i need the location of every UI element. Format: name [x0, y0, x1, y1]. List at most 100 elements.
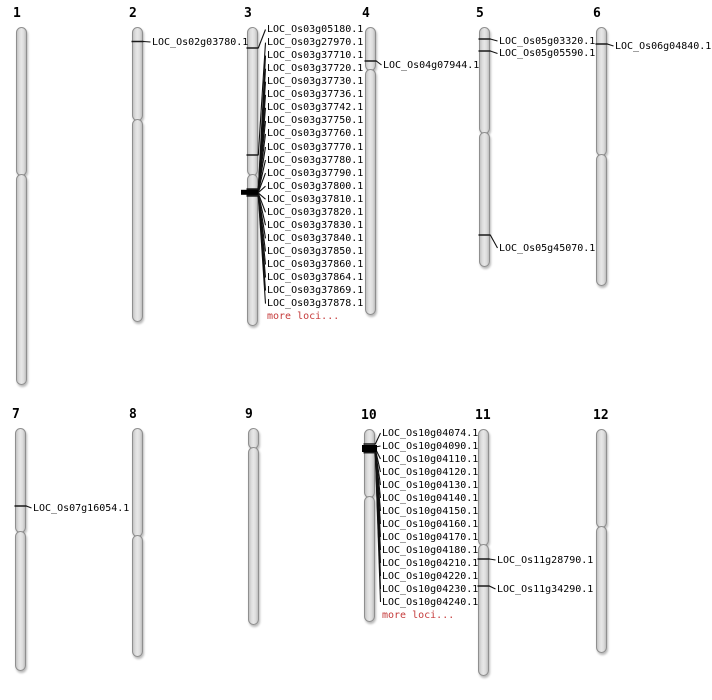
- chromosome-2-number: 2: [129, 6, 137, 21]
- locus-connector-line: [257, 107, 267, 191]
- locus-label[interactable]: LOC_Os10g04230.1: [382, 583, 479, 595]
- more-loci-link[interactable]: more loci...: [382, 609, 455, 621]
- locus-label[interactable]: LOC_Os10g04210.1: [382, 557, 479, 569]
- locus-label[interactable]: LOC_Os10g04170.1: [382, 531, 479, 543]
- locus-connector-line: [257, 193, 267, 213]
- chromosome-7-arm-upper: [15, 428, 26, 533]
- locus-label[interactable]: LOC_Os10g04140.1: [382, 492, 479, 504]
- chromosome-6-arm-lower: [596, 154, 607, 286]
- chromosome-7-arm-lower: [15, 531, 26, 671]
- locus-label[interactable]: LOC_Os11g34290.1: [497, 583, 594, 595]
- locus-connector-line: [374, 450, 382, 512]
- chromosome-10-number: 10: [361, 408, 377, 423]
- locus-connector-line: [489, 585, 496, 590]
- locus-label[interactable]: LOC_Os03g05180.1: [267, 24, 364, 35]
- locus-connector-line: [607, 43, 614, 47]
- chromosome-1-arm-upper: [16, 27, 27, 176]
- locus-connector-line: [374, 451, 382, 538]
- locus-connector-line: [257, 194, 267, 265]
- locus-label[interactable]: LOC_Os03g37780.1: [267, 154, 364, 166]
- locus-label[interactable]: LOC_Os03g37770.1: [267, 141, 364, 153]
- locus-label[interactable]: LOC_Os03g37736.1: [267, 89, 364, 101]
- locus-label[interactable]: LOC_Os03g37742.1: [267, 102, 364, 114]
- locus-label[interactable]: LOC_Os03g37830.1: [267, 219, 364, 231]
- locus-connector-line: [257, 29, 267, 49]
- locus-connector-line: [374, 448, 381, 460]
- locus-label[interactable]: LOC_Os03g37710.1: [267, 50, 364, 62]
- locus-label[interactable]: LOC_Os10g04180.1: [382, 544, 479, 556]
- locus-connector-line: [257, 120, 267, 192]
- locus-connector-line: [375, 445, 381, 448]
- locus-label[interactable]: LOC_Os03g37810.1: [267, 193, 364, 205]
- locus-connector-line: [257, 94, 267, 191]
- locus-connector-line: [374, 432, 381, 445]
- locus-label[interactable]: LOC_Os10g04160.1: [382, 518, 479, 530]
- locus-label[interactable]: LOC_Os03g37720.1: [267, 63, 364, 75]
- locus-label[interactable]: LOC_Os03g37860.1: [267, 259, 364, 270]
- locus-label[interactable]: LOC_Os10g04220.1: [382, 570, 479, 582]
- chromosome-4-arm-upper: [365, 27, 376, 71]
- chromosome-4-number: 4: [362, 6, 370, 21]
- chromosome-9-arm-lower: [248, 447, 259, 625]
- locus-connector-line: [257, 68, 267, 190]
- locus-connector-line: [257, 133, 267, 192]
- locus-label[interactable]: LOC_Os03g37790.1: [267, 167, 364, 179]
- chromosome-6-number: 6: [593, 6, 601, 21]
- chromosome-6-arm-upper: [596, 27, 607, 156]
- locus-label[interactable]: LOC_Os10g04090.1: [382, 440, 479, 452]
- chromosome-12-arm-lower: [596, 526, 607, 653]
- chromosome-2-arm-upper: [132, 27, 143, 121]
- chromosome-3-number: 3: [244, 6, 252, 21]
- locus-label[interactable]: LOC_Os05g45070.1: [499, 242, 596, 254]
- locus-connector-line: [257, 194, 267, 278]
- locus-connector-line: [489, 558, 496, 561]
- locus-label[interactable]: LOC_Os03g37869.1: [267, 285, 364, 297]
- chromosome-5-number: 5: [476, 6, 484, 21]
- locus-label[interactable]: LOC_Os03g37820.1: [267, 206, 364, 218]
- chromosome-3-arm-lower: [247, 174, 258, 326]
- locus-label[interactable]: LOC_Os11g28790.1: [497, 554, 594, 566]
- chromosome-11-arm-upper: [478, 429, 489, 546]
- locus-label[interactable]: LOC_Os03g37840.1: [267, 232, 364, 244]
- chromosome-12-arm-upper: [596, 429, 607, 528]
- locus-connector-line: [257, 42, 267, 156]
- locus-label[interactable]: LOC_Os03g37730.1: [267, 76, 364, 88]
- locus-label[interactable]: LOC_Os05g03320.1: [499, 35, 596, 47]
- locus-label[interactable]: LOC_Os03g37750.1: [267, 115, 364, 127]
- locus-label[interactable]: LOC_Os03g37800.1: [267, 180, 364, 192]
- locus-connector-line: [374, 449, 382, 499]
- chromosome-9-number: 9: [245, 407, 253, 422]
- chromosome-11-number: 11: [475, 408, 491, 423]
- locus-label[interactable]: LOC_Os10g04130.1: [382, 479, 479, 491]
- chromosome-9-arm-upper: [248, 428, 259, 449]
- locus-label[interactable]: LOC_Os03g37864.1: [267, 272, 364, 283]
- locus-connector-line: [374, 450, 382, 525]
- locus-connector-line: [257, 193, 267, 226]
- locus-label[interactable]: LOC_Os10g04110.1: [382, 453, 479, 465]
- locus-label[interactable]: LOC_Os03g27970.1: [267, 37, 364, 49]
- locus-label[interactable]: LOC_Os10g04074.1: [382, 427, 479, 439]
- locus-connector-line: [257, 146, 267, 192]
- locus-connector-line: [375, 60, 382, 66]
- chromosome-2-arm-lower: [132, 119, 143, 322]
- locus-connector-line: [374, 451, 382, 564]
- locus-label[interactable]: LOC_Os07g16054.1: [33, 502, 130, 514]
- locus-label[interactable]: LOC_Os10g04150.1: [382, 505, 479, 517]
- locus-connector-line: [257, 194, 267, 252]
- locus-label[interactable]: LOC_Os03g37760.1: [267, 128, 364, 140]
- locus-label[interactable]: LOC_Os10g04120.1: [382, 466, 479, 478]
- locus-label[interactable]: LOC_Os04g07944.1: [383, 59, 480, 71]
- locus-label[interactable]: LOC_Os06g04840.1: [615, 40, 712, 52]
- locus-label[interactable]: LOC_Os02g03780.1: [152, 36, 249, 48]
- locus-connector-line: [374, 451, 382, 551]
- locus-label[interactable]: LOC_Os05g05590.1: [499, 48, 596, 59]
- locus-connector-line: [490, 50, 498, 55]
- locus-connector-line: [257, 55, 267, 190]
- locus-label[interactable]: LOC_Os10g04240.1: [382, 596, 479, 608]
- more-loci-link[interactable]: more loci...: [267, 311, 340, 323]
- locus-label[interactable]: LOC_Os03g37850.1: [267, 245, 364, 257]
- locus-connector-line: [374, 448, 382, 473]
- chromosome-5-arm-upper: [479, 27, 490, 134]
- locus-label[interactable]: LOC_Os03g37878.1: [267, 298, 364, 310]
